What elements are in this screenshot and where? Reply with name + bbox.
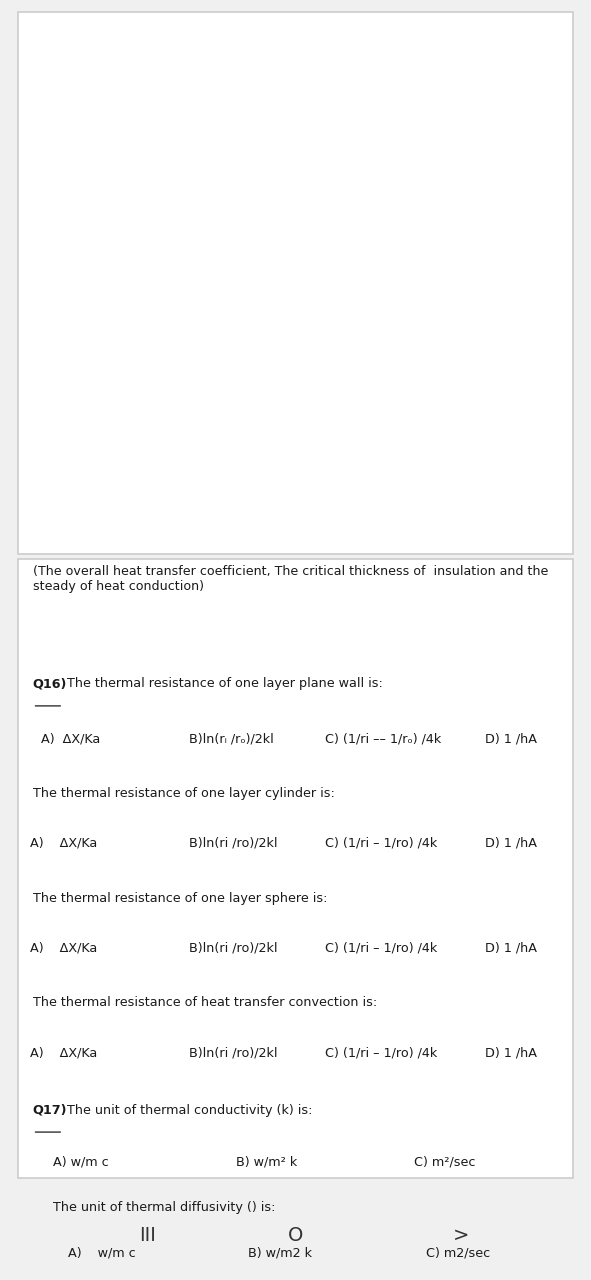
Text: (The overall heat transfer coefficient, The critical thickness of  insulation an: (The overall heat transfer coefficient, …: [33, 566, 548, 594]
Text: The thermal resistance of one layer plane wall is:: The thermal resistance of one layer plan…: [63, 677, 383, 690]
Text: >: >: [453, 1226, 469, 1244]
Text: C) (1/ri – 1/ro) /4k: C) (1/ri – 1/ro) /4k: [325, 1046, 437, 1060]
Text: D) 1 /hA: D) 1 /hA: [485, 1046, 537, 1060]
Text: D) 1 /hA: D) 1 /hA: [485, 732, 537, 745]
Text: Q17): Q17): [33, 1103, 67, 1116]
Text: B)ln(ri /ro)/2kl: B)ln(ri /ro)/2kl: [189, 942, 278, 955]
Text: D) 1 /hA: D) 1 /hA: [485, 942, 537, 955]
Text: The unit of thermal diffusivity () is:: The unit of thermal diffusivity () is:: [53, 1201, 275, 1215]
Text: C) (1/ri – 1/ro) /4k: C) (1/ri – 1/ro) /4k: [325, 942, 437, 955]
Text: A) w/m c: A) w/m c: [53, 1156, 109, 1169]
Text: B)ln(rᵢ /rₒ)/2kl: B)ln(rᵢ /rₒ)/2kl: [189, 732, 274, 745]
Text: C) m²/sec: C) m²/sec: [414, 1156, 475, 1169]
Text: The thermal resistance of one layer cylinder is:: The thermal resistance of one layer cyli…: [33, 787, 335, 800]
Text: A)    ΔX/Ka: A) ΔX/Ka: [30, 942, 97, 955]
Text: A)    ΔX/Ka: A) ΔX/Ka: [30, 837, 97, 850]
Text: The thermal resistance of one layer sphere is:: The thermal resistance of one layer sphe…: [33, 892, 327, 905]
Text: B)ln(ri /ro)/2kl: B)ln(ri /ro)/2kl: [189, 837, 278, 850]
FancyBboxPatch shape: [18, 12, 573, 553]
Text: C) (1/ri – 1/ro) /4k: C) (1/ri – 1/ro) /4k: [325, 837, 437, 850]
Text: D) 1 /hA: D) 1 /hA: [485, 837, 537, 850]
Text: A)  ΔX/Ka: A) ΔX/Ka: [41, 732, 100, 745]
Text: C) (1/ri –– 1/rₒ) /4k: C) (1/ri –– 1/rₒ) /4k: [325, 732, 441, 745]
Text: The thermal resistance of heat transfer convection is:: The thermal resistance of heat transfer …: [33, 996, 376, 1010]
FancyBboxPatch shape: [18, 559, 573, 1179]
Text: A)    w/m c: A) w/m c: [68, 1247, 135, 1260]
Text: III: III: [139, 1226, 156, 1244]
Text: B)ln(ri /ro)/2kl: B)ln(ri /ro)/2kl: [189, 1046, 278, 1060]
Text: C) m2/sec: C) m2/sec: [426, 1247, 490, 1260]
Text: B) w/m² k: B) w/m² k: [236, 1156, 298, 1169]
Text: Q16): Q16): [33, 677, 67, 690]
Text: A)    ΔX/Ka: A) ΔX/Ka: [30, 1046, 97, 1060]
Text: O: O: [288, 1226, 303, 1244]
Text: The unit of thermal conductivity (k) is:: The unit of thermal conductivity (k) is:: [63, 1103, 313, 1116]
Text: B) w/m2 k: B) w/m2 k: [248, 1247, 312, 1260]
